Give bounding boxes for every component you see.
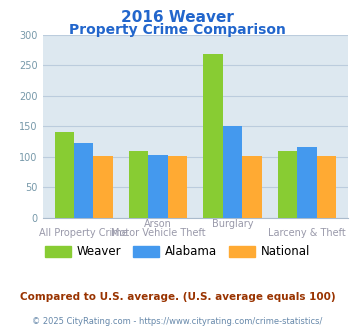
Text: Burglary: Burglary (212, 219, 253, 229)
Bar (55, 132, 74, 218)
Bar (278, 150, 297, 218)
Bar (74, 143, 93, 218)
Text: 2016 Weaver: 2016 Weaver (121, 10, 234, 25)
Text: All Property Crime: All Property Crime (39, 228, 128, 238)
Bar (223, 126, 242, 218)
Bar (242, 155, 262, 218)
Text: Property Crime Comparison: Property Crime Comparison (69, 23, 286, 37)
Text: © 2025 CityRating.com - https://www.cityrating.com/crime-statistics/: © 2025 CityRating.com - https://www.city… (32, 317, 323, 326)
Bar (93, 155, 113, 218)
Text: Motor Vehicle Theft: Motor Vehicle Theft (111, 228, 205, 238)
Bar (203, 54, 223, 218)
Bar (148, 155, 168, 218)
Bar (168, 155, 187, 218)
Text: Arson: Arson (144, 219, 172, 229)
Bar (297, 147, 317, 218)
Bar (317, 155, 336, 218)
Bar (129, 150, 148, 218)
Text: Larceny & Theft: Larceny & Theft (268, 228, 346, 238)
Legend: Weaver, Alabama, National: Weaver, Alabama, National (40, 241, 315, 263)
Text: Compared to U.S. average. (U.S. average equals 100): Compared to U.S. average. (U.S. average … (20, 292, 335, 302)
